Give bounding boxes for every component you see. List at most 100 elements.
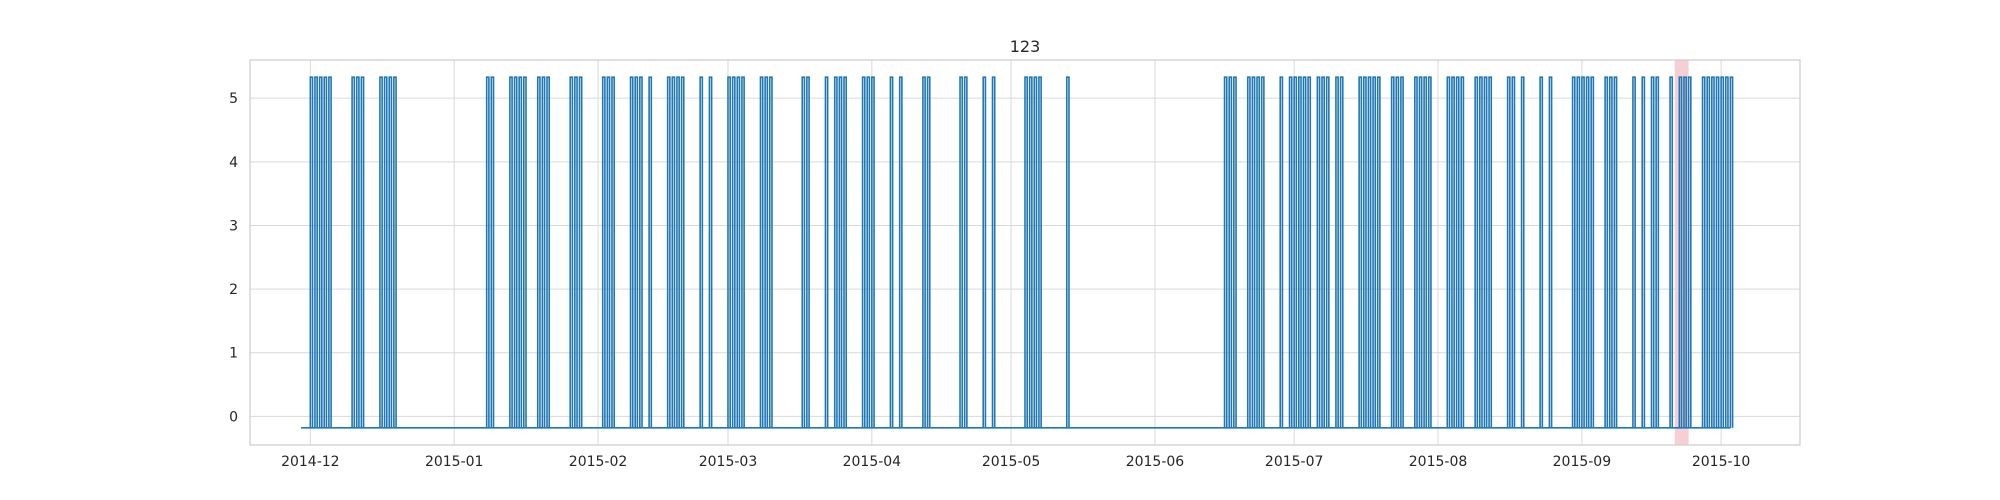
y-tick-label: 5 <box>229 91 238 107</box>
x-tick-label: 2015-02 <box>569 454 628 470</box>
series-spike <box>360 76 365 428</box>
chart-title: 123 <box>1010 37 1041 56</box>
series-spike <box>1455 76 1460 428</box>
series-spike <box>1724 76 1729 428</box>
series-spike <box>1362 76 1367 428</box>
series-spike <box>1293 76 1298 428</box>
series-spike <box>843 76 848 428</box>
series-spike <box>861 76 866 428</box>
series-spike <box>1548 76 1553 428</box>
series-spike <box>485 76 490 428</box>
series-spike <box>1720 76 1725 428</box>
series-spike <box>314 76 318 428</box>
series-spike <box>379 76 383 428</box>
series-spike <box>1632 76 1636 428</box>
series-spike <box>634 76 639 428</box>
y-tick-label: 3 <box>229 218 238 234</box>
series-spike <box>1395 76 1400 428</box>
series-spike <box>963 76 968 428</box>
series-spike <box>1520 76 1525 428</box>
y-tick-label: 4 <box>229 155 238 171</box>
y-tick-label: 1 <box>229 346 238 362</box>
series-spike <box>574 76 578 428</box>
series-spike <box>1678 76 1683 428</box>
y-tick-label: 2 <box>229 282 238 298</box>
series-spike <box>759 76 764 428</box>
series-spike <box>1321 76 1326 428</box>
series-spike <box>1669 76 1674 428</box>
series-spike <box>871 76 875 428</box>
series-spike <box>764 76 769 428</box>
series-spike <box>1414 76 1418 428</box>
series-spike <box>1376 76 1381 428</box>
x-tick-label: 2015-03 <box>699 454 758 470</box>
series-spike <box>1590 76 1595 428</box>
series-spike <box>824 76 829 428</box>
series-spike <box>1701 76 1706 428</box>
series-spike <box>982 76 987 428</box>
series-spike <box>1233 76 1237 428</box>
series-spike <box>513 76 518 428</box>
series-spike <box>569 76 574 428</box>
series-spike <box>1687 76 1692 428</box>
series-spike <box>1400 76 1404 428</box>
series-spike <box>639 76 643 428</box>
x-tick-label: 2015-05 <box>982 454 1041 470</box>
series-spike <box>1038 76 1042 428</box>
x-tick-label: 2015-01 <box>425 454 484 470</box>
y-axis-ticks: 0 1 2 3 4 5 <box>229 91 238 425</box>
series-spike <box>1335 76 1339 428</box>
series-spike <box>1325 76 1330 428</box>
series-spike <box>1655 76 1660 428</box>
series-spike <box>1223 76 1228 428</box>
series-spike <box>1711 76 1715 428</box>
series-spike <box>1446 76 1451 428</box>
series-spike <box>1260 76 1265 428</box>
series-spike <box>676 76 680 428</box>
series-spike <box>1451 76 1455 428</box>
series-spike <box>731 76 736 428</box>
series-spike <box>355 76 360 428</box>
series-spike <box>1033 76 1038 428</box>
series-spike <box>1246 76 1251 428</box>
series-spike <box>1483 76 1488 428</box>
series-spike <box>1641 76 1646 428</box>
series-spike <box>1511 76 1516 428</box>
series-spike <box>866 76 871 428</box>
series-spike <box>1028 76 1033 428</box>
series-spike <box>898 76 903 428</box>
series-spike <box>741 76 745 428</box>
series-spike <box>1288 76 1293 428</box>
series-spike <box>509 76 513 428</box>
series-spike <box>1613 76 1618 428</box>
x-tick-label: 2014-12 <box>281 454 340 470</box>
series-spike <box>1307 76 1312 428</box>
series-spike <box>601 76 606 428</box>
x-axis-ticks: 2014-12 2015-01 2015-02 2015-03 2015-04 2015-… <box>281 454 1750 470</box>
series-spike <box>1729 76 1734 428</box>
series-spike <box>388 76 393 428</box>
series-spike <box>393 76 397 428</box>
series-spike <box>1372 76 1377 428</box>
series-spike <box>1228 76 1233 428</box>
series-spike <box>1024 76 1028 428</box>
x-tick-label: 2015-09 <box>1553 454 1612 470</box>
series-spike <box>1251 76 1256 428</box>
series-spike <box>699 76 704 428</box>
series-spike <box>1539 76 1544 428</box>
series-spike <box>889 76 894 428</box>
series-spike <box>1474 76 1479 428</box>
series-spike <box>648 76 653 428</box>
series-spike <box>1585 76 1590 428</box>
series-spike <box>1488 76 1493 428</box>
x-tick-label: 2015-10 <box>1692 454 1751 470</box>
series-spike <box>671 76 676 428</box>
series-spike <box>1279 76 1284 428</box>
series-spike <box>922 76 926 428</box>
series-spike <box>833 76 838 428</box>
series-spike <box>351 76 356 428</box>
series-spike <box>801 76 806 428</box>
series-spike <box>680 76 685 428</box>
series-spike <box>838 76 843 428</box>
